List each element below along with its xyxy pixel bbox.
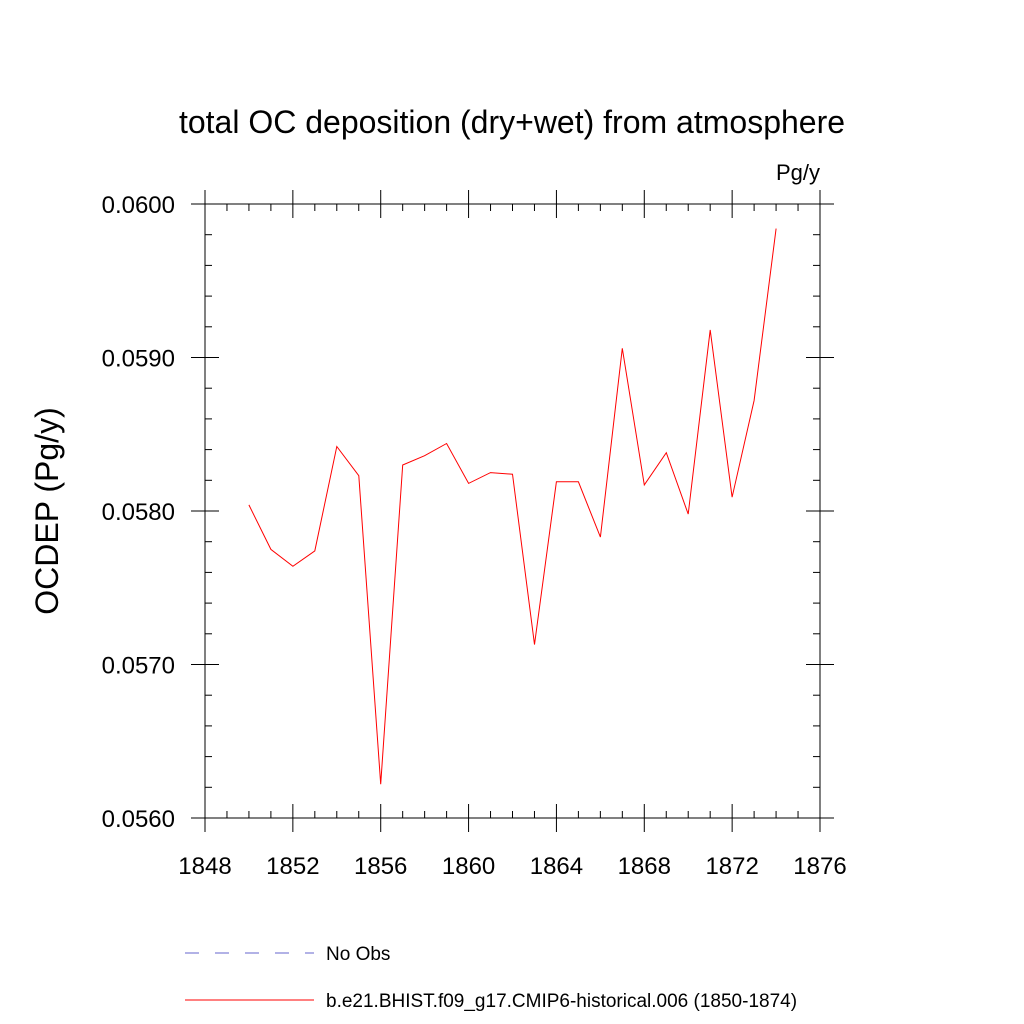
units-label: Pg/y <box>776 160 820 185</box>
x-tick-label: 1868 <box>618 853 671 880</box>
legend-label: No Obs <box>326 944 390 965</box>
legend-label: b.e21.BHIST.f09_g17.CMIP6-historical.006… <box>326 991 797 1012</box>
x-tick-label: 1860 <box>442 853 495 880</box>
y-tick-label: 0.0570 <box>102 653 175 680</box>
plot-frame <box>204 203 821 819</box>
axes: 1848 1852 1856 1860 1864 1868 1872 1876 0.0560 0.… <box>102 190 847 880</box>
y-tick-label: 0.0590 <box>102 346 175 373</box>
series-layer <box>248 228 777 785</box>
x-tick-label: 1852 <box>266 853 319 880</box>
x-tick-label: 1864 <box>530 853 583 880</box>
y-tick-label: 0.0560 <box>102 806 175 833</box>
series-line <box>248 228 777 785</box>
y-tick-label: 0.0580 <box>102 499 175 526</box>
legend: No Obs b.e21.BHIST.f09_g17.CMIP6-historic… <box>185 944 797 1012</box>
y-axis-label: OCDEP (Pg/y) <box>29 407 65 614</box>
x-tick-label: 1856 <box>354 853 407 880</box>
x-tick-label: 1872 <box>705 853 758 880</box>
x-tick-label: 1848 <box>178 853 231 880</box>
chart-title: total OC deposition (dry+wet) from atmos… <box>179 104 845 140</box>
x-tick-label: 1876 <box>793 853 846 880</box>
y-tick-label: 0.0600 <box>102 192 175 219</box>
